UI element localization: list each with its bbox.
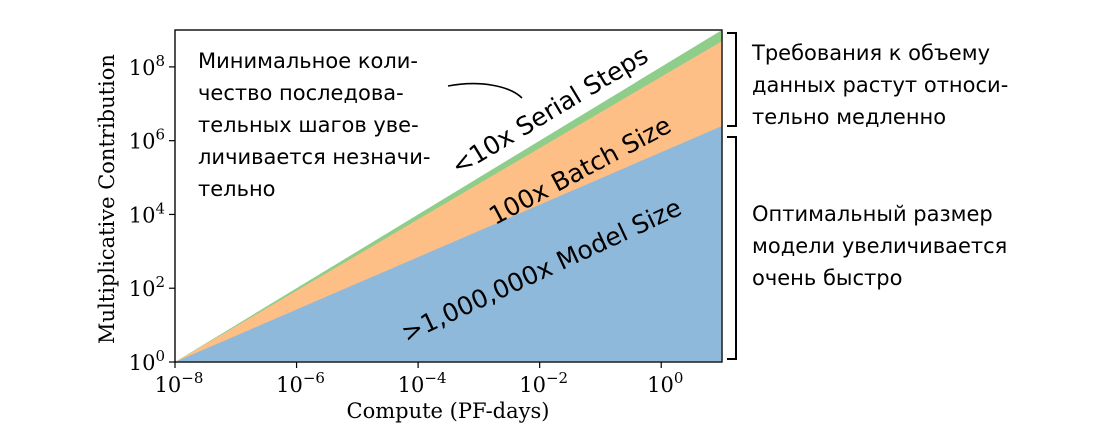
steps-note-line: личивается незначи- bbox=[198, 145, 430, 169]
steps-note-line: тельных шагов уве- bbox=[198, 113, 419, 137]
x-tick-label: 100 bbox=[647, 369, 683, 397]
model-bracket bbox=[727, 136, 737, 360]
data-note-line: тельно медленно bbox=[752, 105, 946, 129]
y-axis-label: Multiplicative Contribution bbox=[95, 54, 119, 344]
model-note-line: очень быстро bbox=[752, 266, 902, 290]
area-1-000-000x-model-size bbox=[175, 125, 722, 363]
y-tick-label: 106 bbox=[129, 126, 165, 154]
data-note-line: Требования к объему bbox=[751, 41, 990, 65]
y-tick-label: 102 bbox=[129, 273, 165, 301]
y-axis-ticks: 100 102 104 106 108 bbox=[129, 52, 175, 375]
data-note-line: данных растут относи- bbox=[752, 73, 1008, 97]
steps-annotation-arrow bbox=[447, 82, 523, 99]
plot-area: 10−8 10−6 10−4 10−2 100 100 102 104 106 108 bbox=[129, 29, 723, 397]
x-tick-label: 10−4 bbox=[398, 369, 447, 397]
steps-annotation: Минимальное коли-чество последова-тельны… bbox=[198, 49, 430, 201]
model-note-line: модели увеличивается bbox=[752, 234, 1007, 258]
y-tick-label: 104 bbox=[129, 199, 165, 227]
data-annotation: Требования к объему данных растут относи-… bbox=[751, 41, 1008, 129]
steps-note-line: Минимальное коли- bbox=[198, 49, 418, 73]
area-series bbox=[175, 30, 722, 363]
x-tick-label: 10−2 bbox=[519, 369, 568, 397]
steps-note-line: тельно bbox=[198, 177, 276, 201]
x-tick-label: 10−6 bbox=[276, 369, 325, 397]
data-bracket bbox=[727, 32, 737, 127]
y-tick-label: 108 bbox=[129, 52, 165, 80]
model-annotation: Оптимальный размер модели увеличивается оч… bbox=[752, 202, 1007, 290]
model-note-line: Оптимальный размер bbox=[752, 202, 993, 226]
x-axis-label: Compute (PF-days) bbox=[347, 399, 550, 423]
x-tick-label: 10−8 bbox=[155, 369, 204, 397]
plot-border bbox=[174, 29, 723, 363]
y-tick-label: 100 bbox=[129, 347, 165, 375]
steps-note-line: чество последова- bbox=[198, 81, 404, 105]
x-axis-ticks: 10−8 10−6 10−4 10−2 100 bbox=[155, 362, 683, 397]
